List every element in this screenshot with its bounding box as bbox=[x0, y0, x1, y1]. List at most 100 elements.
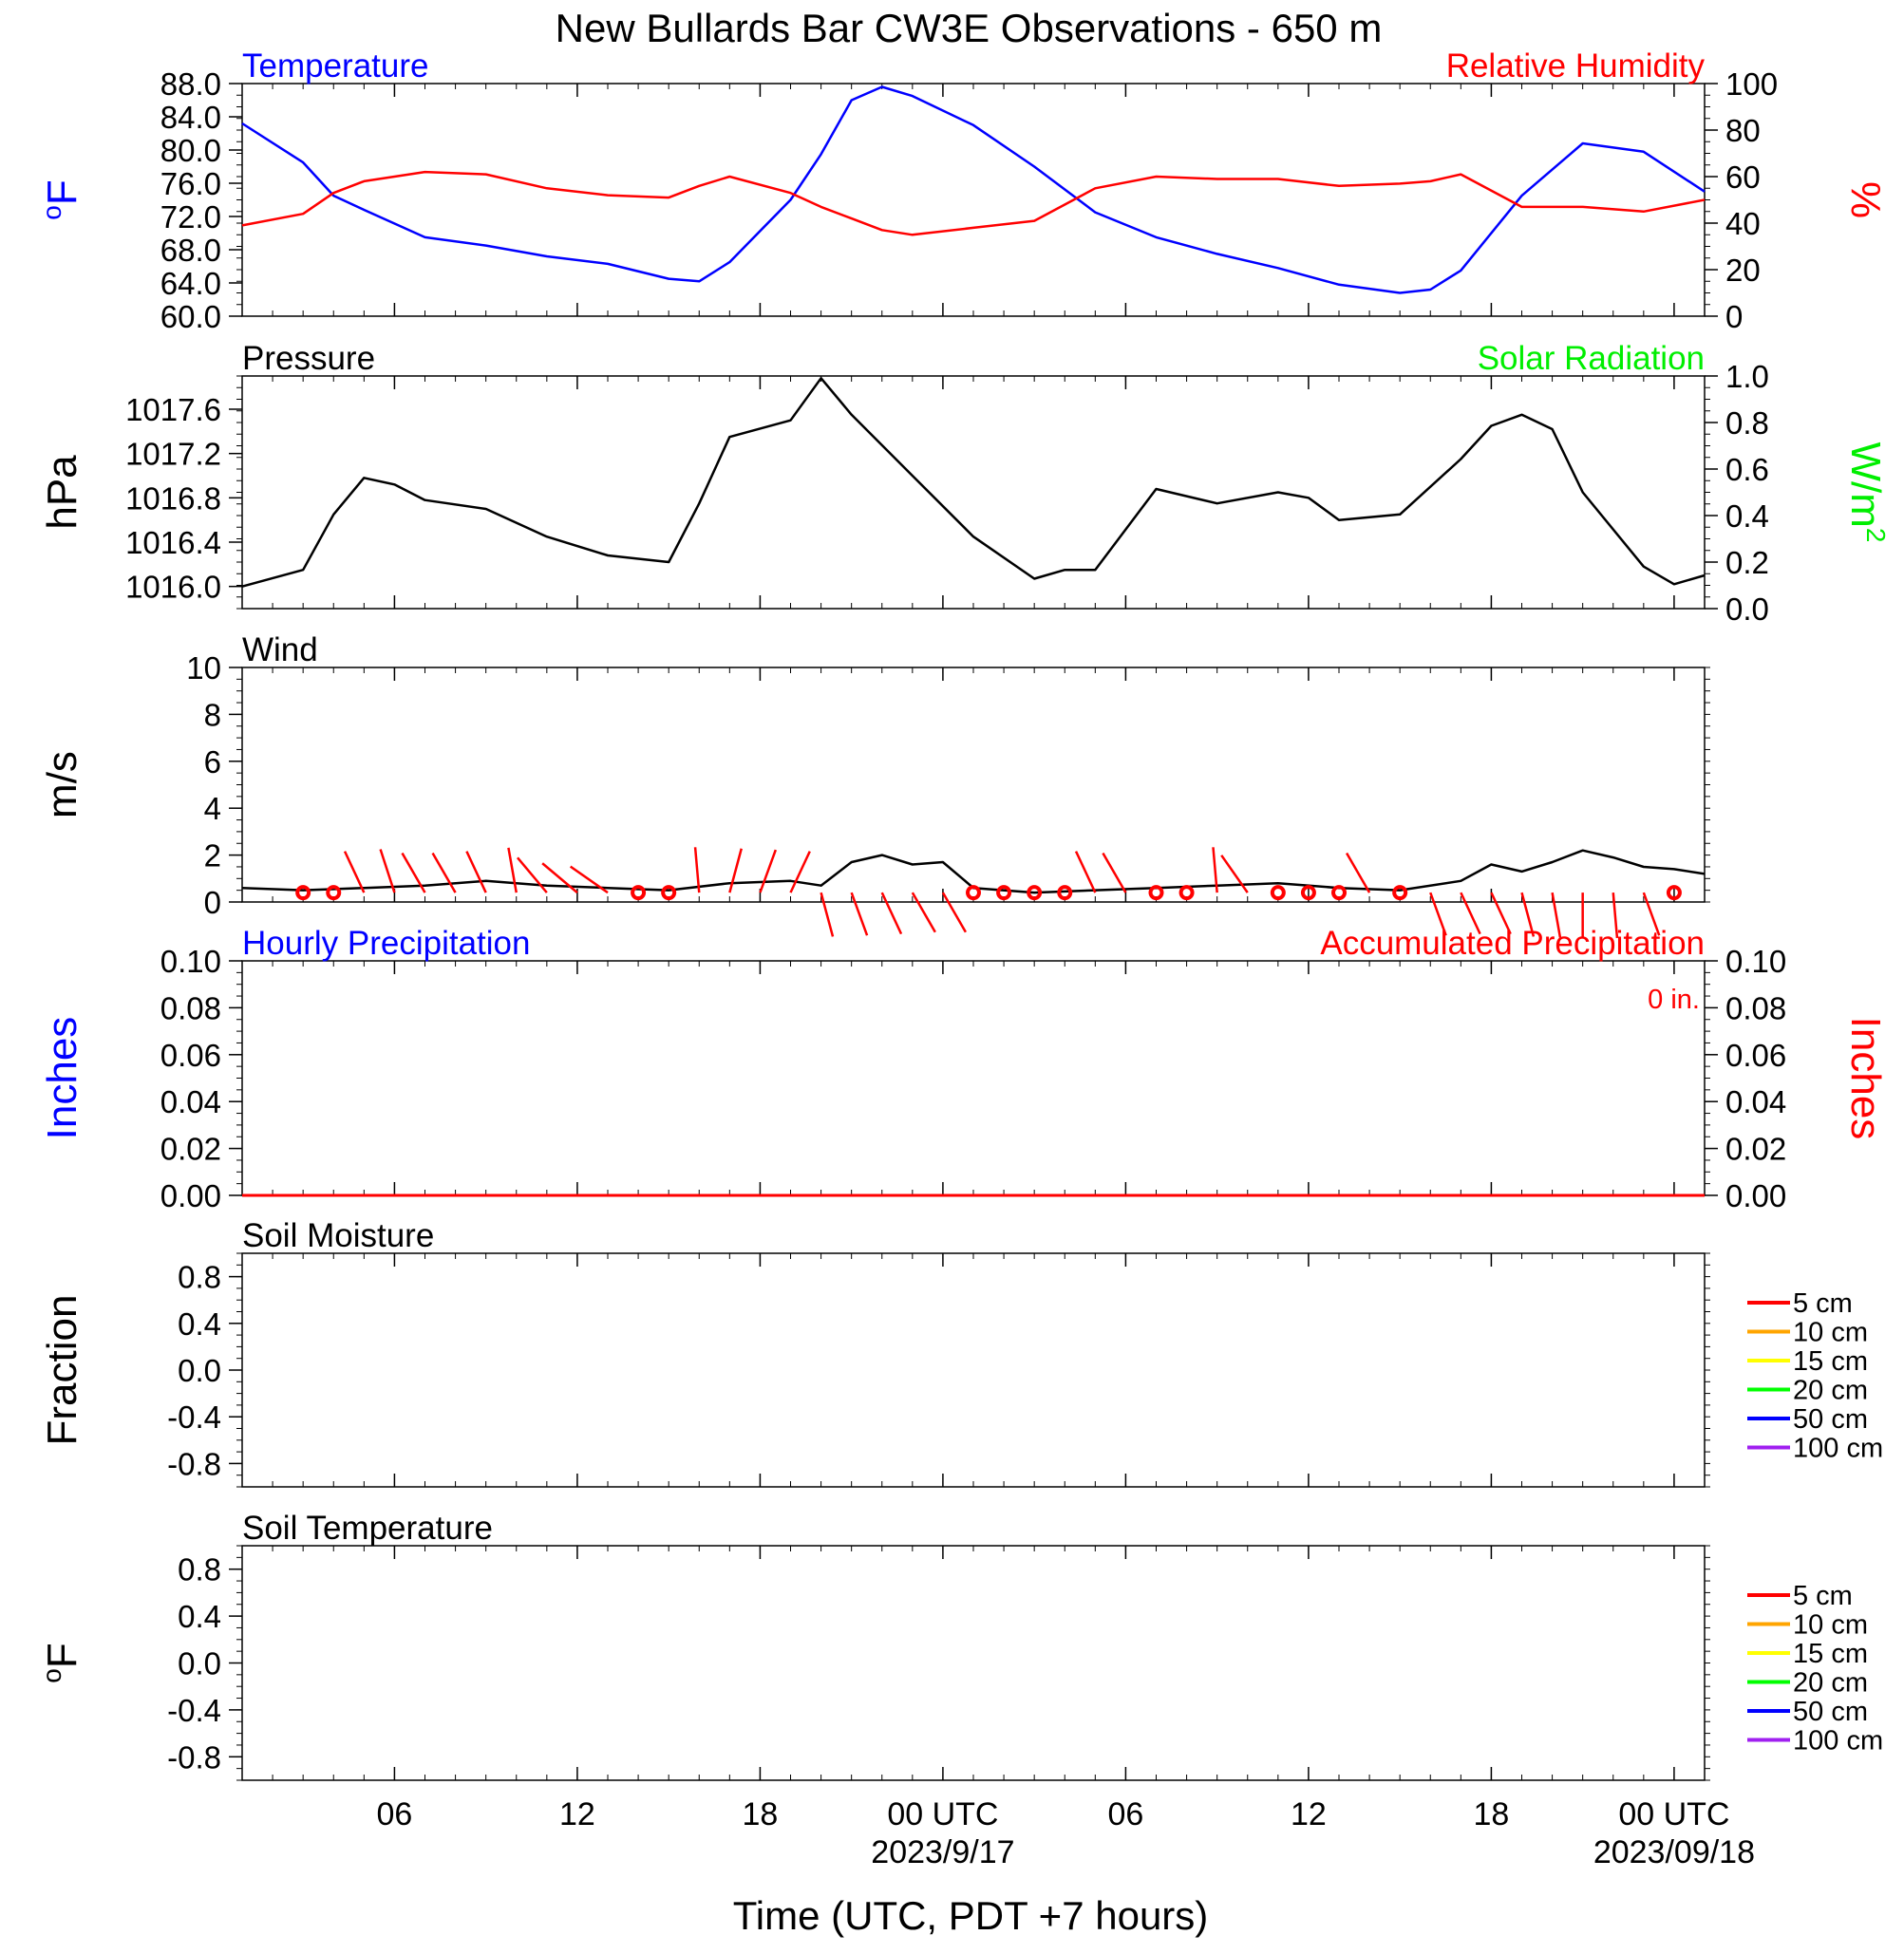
wind-barb bbox=[1102, 852, 1127, 893]
wind-calm-circle bbox=[1057, 885, 1073, 901]
legend-label: 50 cm bbox=[1793, 1697, 1868, 1727]
y-tick-label: -0.8 bbox=[167, 1739, 221, 1775]
legend-label: 10 cm bbox=[1793, 1610, 1868, 1641]
y-right-tick-label: 20 bbox=[1725, 253, 1761, 288]
wind-calm-circle bbox=[996, 885, 1012, 901]
wind-calm-circle bbox=[1300, 885, 1316, 901]
y-tick-label: 1017.6 bbox=[125, 392, 221, 427]
wind-barb bbox=[1520, 892, 1536, 937]
x-tick-label: 06 bbox=[1108, 1796, 1144, 1832]
panel-subtitle-left: Temperature bbox=[242, 47, 428, 85]
y-right-tick-label: 60 bbox=[1725, 160, 1761, 195]
y-right-tick-label: 0.2 bbox=[1725, 545, 1769, 580]
wind-calm-circle bbox=[966, 885, 981, 901]
wind-barb bbox=[1490, 892, 1512, 935]
wind-calm-circle bbox=[295, 885, 311, 901]
x-tick-label: 12 bbox=[1291, 1796, 1327, 1832]
panel-precipitation: 0.10 0.08 0.06 0.04 0.02 0.00 0.10 0.08 0.06 0.04… bbox=[39, 925, 1889, 1213]
legend-label: 15 cm bbox=[1793, 1639, 1868, 1669]
y-tick-label: 1017.2 bbox=[125, 437, 221, 472]
x-tick-label: 00 UTC bbox=[887, 1796, 998, 1832]
wind-barb bbox=[379, 849, 396, 893]
wind-barb bbox=[1220, 855, 1249, 893]
y-axis-title-right: % bbox=[1842, 181, 1889, 218]
y-axis-title-left: Inches bbox=[39, 1017, 85, 1140]
y-tick-label: 60.0 bbox=[160, 299, 221, 334]
y-tick-label: 0.8 bbox=[178, 1552, 221, 1588]
wind-barb bbox=[728, 848, 743, 893]
y-tick-label: 84.0 bbox=[160, 100, 221, 135]
wind-barb bbox=[517, 856, 548, 893]
y-tick-label: 0.0 bbox=[178, 1353, 221, 1388]
y-axis-title-left: oF bbox=[37, 179, 85, 219]
wind-barb bbox=[507, 847, 518, 893]
wind-barb bbox=[1429, 892, 1447, 936]
y-right-tick-label: 80 bbox=[1725, 113, 1761, 148]
y-tick-label: 0.4 bbox=[178, 1306, 221, 1342]
y-tick-label: 88.0 bbox=[160, 66, 221, 102]
legend-label: 100 cm bbox=[1793, 1434, 1883, 1464]
panel-subtitle-left: Hourly Precipitation bbox=[242, 925, 530, 962]
y-right-tick-label: 1.0 bbox=[1725, 359, 1769, 394]
y-tick-label: 1016.0 bbox=[125, 570, 221, 605]
wind-barb bbox=[693, 847, 701, 893]
y-right-tick-label: 0.10 bbox=[1725, 944, 1786, 979]
legend-label: 5 cm bbox=[1793, 1288, 1853, 1319]
panel-subtitle-right: Accumulated Precipitation bbox=[1320, 925, 1705, 962]
wind-barb bbox=[850, 892, 869, 936]
y-right-tick-label: 100 bbox=[1725, 66, 1778, 102]
y-tick-label: 0.0 bbox=[178, 1646, 221, 1682]
wind-barb bbox=[1612, 892, 1619, 939]
y-tick-label: 64.0 bbox=[160, 266, 221, 301]
wind-barb bbox=[1212, 847, 1218, 893]
wind-barb bbox=[820, 892, 835, 937]
wind-barb bbox=[569, 865, 609, 894]
y-right-tick-label: 0.6 bbox=[1725, 452, 1769, 487]
y-axis-title-left: oF bbox=[37, 1643, 85, 1682]
legend-label: 20 cm bbox=[1793, 1376, 1868, 1406]
wind-barb bbox=[1346, 852, 1371, 893]
wind-calm-circle bbox=[1270, 885, 1286, 901]
y-tick-label: 0.06 bbox=[160, 1038, 221, 1073]
wind-barb bbox=[541, 862, 578, 894]
y-tick-label: 0.4 bbox=[178, 1599, 221, 1634]
panel-temperature_rh: 88.084.080.076.072.068.064.060.0 100 80 60 4… bbox=[37, 47, 1889, 334]
legend-label: 100 cm bbox=[1793, 1726, 1883, 1757]
y-tick-label: 0.02 bbox=[160, 1132, 221, 1167]
y-axis-title-left: m/s bbox=[39, 751, 85, 818]
y-tick-label: 1016.8 bbox=[125, 480, 221, 516]
panel-subtitle-right: Relative Humidity bbox=[1446, 47, 1706, 85]
panel-wind: 10 8 6 4 2 0 Wind m/s bbox=[39, 631, 1710, 939]
wind-calm-circle bbox=[661, 885, 677, 901]
wind-barb bbox=[431, 852, 457, 893]
x-tick-date-label: 2023/09/18 bbox=[1593, 1834, 1755, 1870]
y-right-tick-label: 0.0 bbox=[1725, 592, 1769, 627]
wind-barb bbox=[880, 892, 903, 935]
wind-barb bbox=[1642, 892, 1661, 936]
y-tick-label: 0.10 bbox=[160, 944, 221, 979]
y-right-tick-label: 0.00 bbox=[1725, 1178, 1786, 1213]
wind-calm-circle bbox=[1666, 885, 1682, 901]
x-tick-label: 18 bbox=[743, 1796, 779, 1832]
accumulated-total: 0 in. bbox=[1648, 985, 1700, 1015]
y-right-tick-label: 0.08 bbox=[1725, 990, 1786, 1025]
y-right-tick-label: 40 bbox=[1725, 206, 1761, 241]
panel-subtitle-left: Pressure bbox=[242, 340, 375, 377]
panel-subtitle-left: Wind bbox=[242, 631, 318, 668]
series-line-relative-humidity bbox=[241, 170, 1706, 236]
y-right-tick-label: 0.4 bbox=[1725, 498, 1769, 534]
wind-barb bbox=[759, 849, 778, 893]
panel-pressure: 1017.6 1017.2 1016.8 1016.4 1016.0 1.0 0.8 0.6 0… bbox=[39, 340, 1891, 627]
panel-soil_moisture: 0.8 0.4 0.0 -0.4 -0.8 Soil Moisture Fraction 5 … bbox=[39, 1217, 1883, 1488]
panel-subtitle-left: Soil Temperature bbox=[242, 1510, 493, 1547]
x-tick-label: 18 bbox=[1474, 1796, 1510, 1832]
y-tick-label: 76.0 bbox=[160, 166, 221, 201]
y-tick-label: 68.0 bbox=[160, 233, 221, 268]
legend-label: 15 cm bbox=[1793, 1346, 1868, 1377]
wind-barb bbox=[1074, 851, 1097, 893]
wind-calm-circle bbox=[1148, 885, 1164, 901]
y-right-tick-label: 0 bbox=[1725, 299, 1743, 334]
